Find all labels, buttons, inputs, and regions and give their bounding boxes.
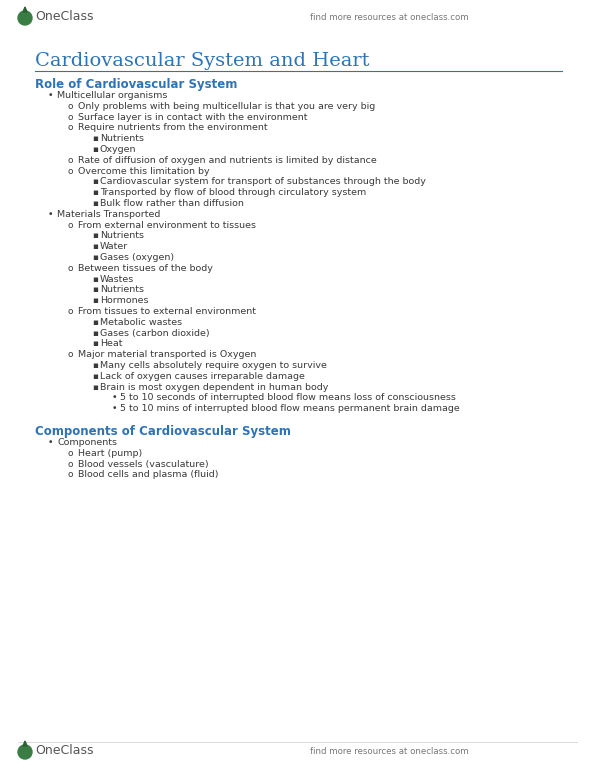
Text: OneClass: OneClass	[35, 745, 93, 758]
Text: ▪: ▪	[92, 361, 98, 370]
Text: From tissues to external environment: From tissues to external environment	[78, 307, 256, 316]
Text: Overcome this limitation by: Overcome this limitation by	[78, 166, 209, 176]
Text: Oxygen: Oxygen	[100, 145, 136, 154]
Text: Hormones: Hormones	[100, 296, 149, 305]
Text: o: o	[68, 264, 74, 273]
Text: Role of Cardiovascular System: Role of Cardiovascular System	[35, 78, 237, 91]
Text: Components of Cardiovascular System: Components of Cardiovascular System	[35, 425, 291, 438]
Text: Bulk flow rather than diffusion: Bulk flow rather than diffusion	[100, 199, 244, 208]
Text: •: •	[112, 404, 117, 413]
Text: o: o	[68, 102, 74, 111]
Text: ▪: ▪	[92, 134, 98, 143]
Polygon shape	[23, 7, 27, 12]
Text: ▪: ▪	[92, 383, 98, 392]
Text: Components: Components	[57, 438, 117, 447]
Text: 5 to 10 mins of interrupted blood flow means permanent brain damage: 5 to 10 mins of interrupted blood flow m…	[120, 404, 460, 413]
Text: ▪: ▪	[92, 177, 98, 186]
Text: o: o	[68, 220, 74, 229]
Text: Nutrients: Nutrients	[100, 286, 144, 294]
Text: ▪: ▪	[92, 232, 98, 240]
Text: o: o	[68, 112, 74, 122]
Text: o: o	[68, 166, 74, 176]
Text: Metabolic wastes: Metabolic wastes	[100, 318, 182, 326]
Text: ▪: ▪	[92, 329, 98, 337]
Text: Cardiovascular system for transport of substances through the body: Cardiovascular system for transport of s…	[100, 177, 426, 186]
Text: o: o	[68, 350, 74, 359]
Text: ▪: ▪	[92, 340, 98, 348]
Text: Cardiovascular System and Heart: Cardiovascular System and Heart	[35, 52, 369, 70]
Text: ▪: ▪	[92, 372, 98, 381]
Text: ▪: ▪	[92, 318, 98, 326]
Text: Wastes: Wastes	[100, 275, 134, 283]
Text: Blood vessels (vasculature): Blood vessels (vasculature)	[78, 460, 209, 469]
Text: •: •	[48, 91, 54, 100]
Text: find more resources at oneclass.com: find more resources at oneclass.com	[310, 746, 469, 755]
Text: ▪: ▪	[92, 275, 98, 283]
Text: 5 to 10 seconds of interrupted blood flow means loss of consciousness: 5 to 10 seconds of interrupted blood flo…	[120, 393, 456, 403]
Text: ▪: ▪	[92, 286, 98, 294]
Text: o: o	[68, 307, 74, 316]
Text: o: o	[68, 123, 74, 132]
Circle shape	[18, 745, 32, 759]
Text: ▪: ▪	[92, 296, 98, 305]
Text: Nutrients: Nutrients	[100, 232, 144, 240]
Text: ▪: ▪	[92, 199, 98, 208]
Text: OneClass: OneClass	[35, 11, 93, 24]
Text: Gases (carbon dioxide): Gases (carbon dioxide)	[100, 329, 209, 337]
Text: Blood cells and plasma (fluid): Blood cells and plasma (fluid)	[78, 470, 218, 480]
Text: o: o	[68, 460, 74, 469]
Text: Transported by flow of blood through circulatory system: Transported by flow of blood through cir…	[100, 188, 367, 197]
Text: ▪: ▪	[92, 243, 98, 251]
Text: o: o	[68, 449, 74, 458]
Text: Gases (oxygen): Gases (oxygen)	[100, 253, 174, 262]
Text: find more resources at oneclass.com: find more resources at oneclass.com	[310, 12, 469, 22]
Polygon shape	[23, 741, 27, 746]
Text: Heat: Heat	[100, 340, 123, 348]
Text: Rate of diffusion of oxygen and nutrients is limited by distance: Rate of diffusion of oxygen and nutrient…	[78, 156, 377, 165]
Text: Between tissues of the body: Between tissues of the body	[78, 264, 213, 273]
Text: Multicellular organisms: Multicellular organisms	[57, 91, 167, 100]
Text: Materials Transported: Materials Transported	[57, 209, 161, 219]
Text: ▪: ▪	[92, 145, 98, 154]
Circle shape	[18, 11, 32, 25]
Text: Require nutrients from the environment: Require nutrients from the environment	[78, 123, 268, 132]
Text: Major material transported is Oxygen: Major material transported is Oxygen	[78, 350, 256, 359]
Text: ▪: ▪	[92, 253, 98, 262]
Text: Only problems with being multicellular is that you are very big: Only problems with being multicellular i…	[78, 102, 375, 111]
Text: o: o	[68, 470, 74, 480]
Text: Lack of oxygen causes irreparable damage: Lack of oxygen causes irreparable damage	[100, 372, 305, 381]
Text: From external environment to tissues: From external environment to tissues	[78, 220, 256, 229]
Text: •: •	[48, 438, 54, 447]
Text: o: o	[68, 156, 74, 165]
Text: Heart (pump): Heart (pump)	[78, 449, 142, 458]
Text: Surface layer is in contact with the environment: Surface layer is in contact with the env…	[78, 112, 308, 122]
Text: Nutrients: Nutrients	[100, 134, 144, 143]
Text: •: •	[112, 393, 117, 403]
Text: Brain is most oxygen dependent in human body: Brain is most oxygen dependent in human …	[100, 383, 328, 392]
Text: •: •	[48, 209, 54, 219]
Text: ▪: ▪	[92, 188, 98, 197]
Text: Water: Water	[100, 243, 129, 251]
Text: Many cells absolutely require oxygen to survive: Many cells absolutely require oxygen to …	[100, 361, 327, 370]
